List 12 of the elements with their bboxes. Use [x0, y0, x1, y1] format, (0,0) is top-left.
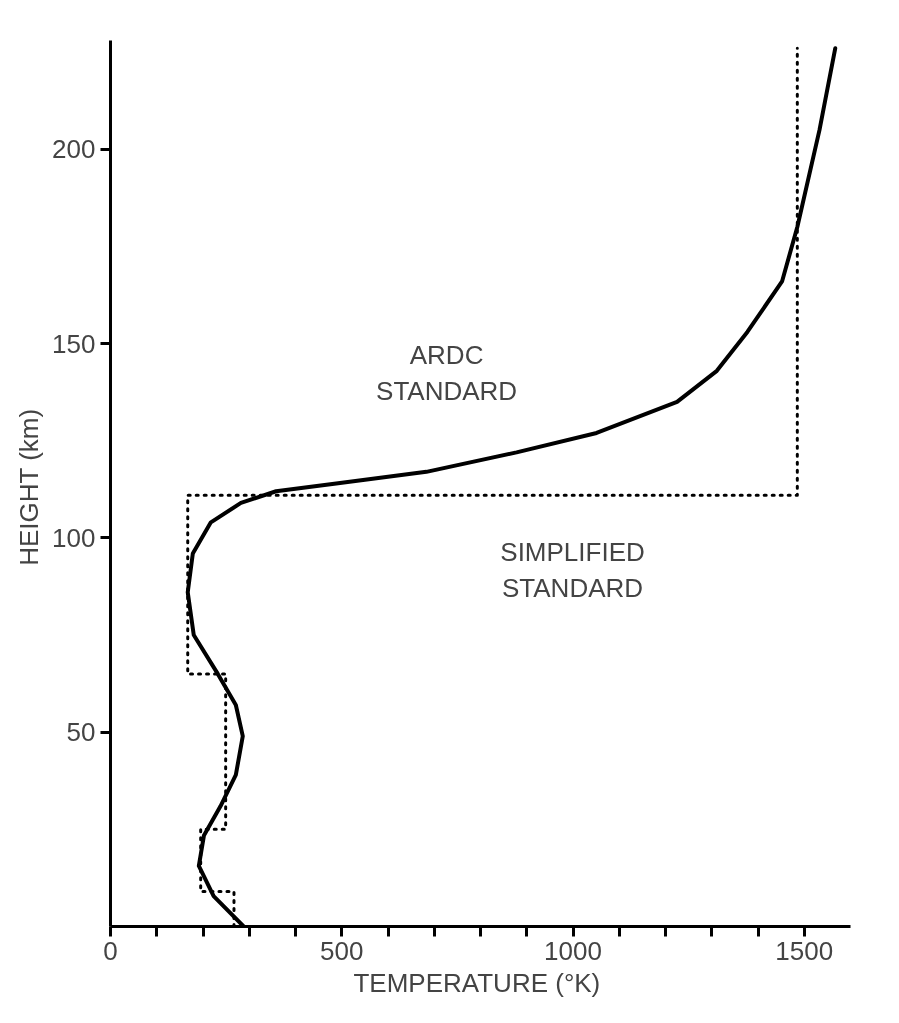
- x-tick-label: 1500: [775, 935, 834, 966]
- y-tick-label: 50: [66, 717, 96, 748]
- y-tick-label: 200: [52, 134, 96, 165]
- x-tick-label: 0: [103, 935, 118, 966]
- y-tick-label: 150: [52, 328, 96, 359]
- y-axis-title: HEIGHT (km): [14, 408, 45, 566]
- series-label: ARDC STANDARD: [376, 339, 518, 406]
- series-label: SIMPLIFIED STANDARD: [500, 537, 645, 604]
- x-axis-title: TEMPERATURE (°K): [353, 967, 601, 998]
- x-tick-label: 1000: [544, 935, 602, 966]
- y-tick-label: 100: [52, 522, 96, 553]
- x-tick-label: 500: [320, 935, 364, 966]
